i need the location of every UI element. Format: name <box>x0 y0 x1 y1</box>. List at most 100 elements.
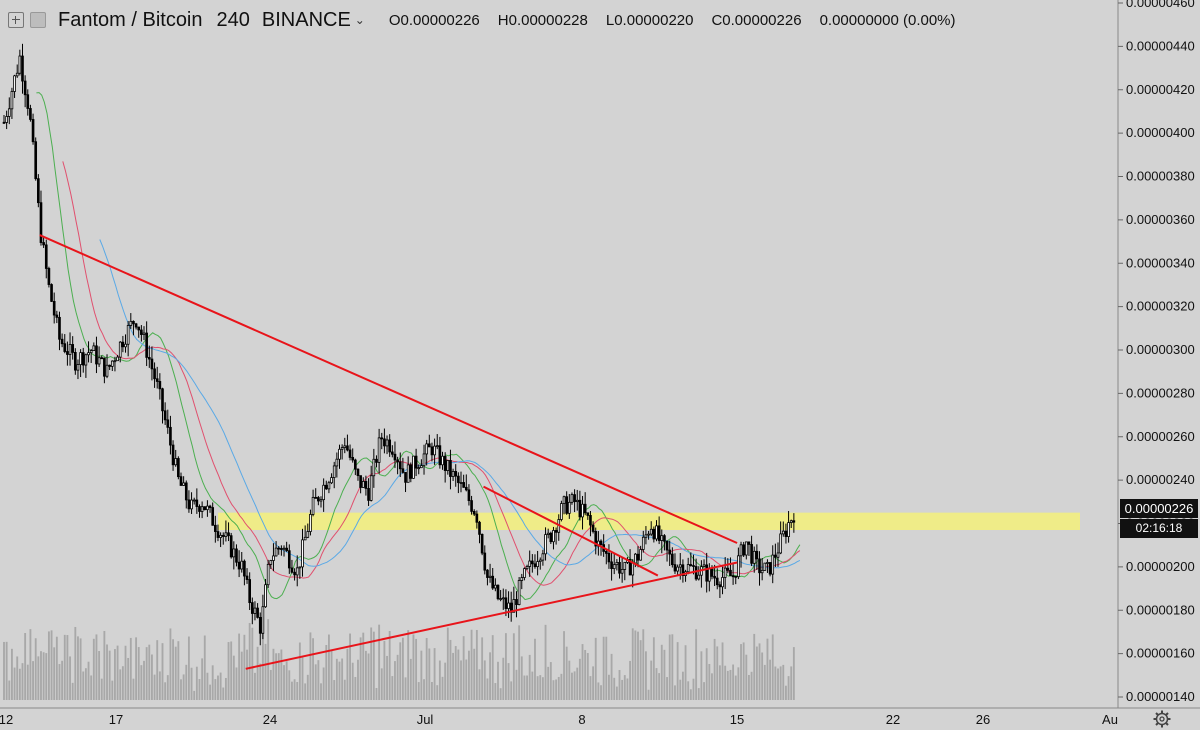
time-tick-label: 15 <box>730 712 744 727</box>
volume-bar <box>111 680 114 700</box>
candle-body <box>499 598 502 600</box>
candle-body <box>177 458 180 478</box>
volume-bar <box>737 667 740 700</box>
candle-body <box>731 575 735 578</box>
candle-body <box>501 597 505 600</box>
candle-body <box>68 344 72 355</box>
volume-bar <box>87 661 90 700</box>
candle-body <box>21 55 24 82</box>
candle-body <box>531 560 534 565</box>
candle-body <box>105 364 109 377</box>
chevron-down-icon[interactable]: ⌄ <box>354 13 365 27</box>
candle-body <box>649 528 653 535</box>
candle-body <box>755 550 759 560</box>
candle-body <box>235 548 238 563</box>
volume-bar <box>431 681 433 700</box>
candle-body <box>708 567 711 582</box>
volume-bar <box>494 683 497 700</box>
candle-body <box>739 544 743 557</box>
candle-body <box>332 465 336 478</box>
volume-bar <box>600 685 602 700</box>
candle-body <box>678 564 682 568</box>
candle-body <box>692 565 695 567</box>
volume-bar <box>174 646 177 700</box>
candle-body <box>132 320 135 325</box>
price-tick-label: 0.00000240 <box>1126 472 1195 487</box>
volume-bar <box>605 636 608 700</box>
volume-bar <box>108 650 111 700</box>
candlesticks <box>2 43 796 646</box>
volume-bar <box>787 676 790 700</box>
volume-bar <box>42 652 45 700</box>
candle-body <box>301 539 304 568</box>
candle-body <box>401 468 405 473</box>
volume-bar <box>792 647 795 700</box>
volume-bar <box>259 663 262 700</box>
candle-body <box>512 599 516 613</box>
candle-body <box>369 475 373 501</box>
volume-bar <box>53 647 56 700</box>
candle-body <box>327 482 331 490</box>
candle-body <box>412 455 415 479</box>
candle-body <box>438 445 442 466</box>
candle-body <box>771 554 775 575</box>
candle-body <box>269 560 273 565</box>
volume-bar <box>700 651 703 700</box>
timeframe[interactable]: 240 <box>216 8 250 31</box>
candle-body <box>179 476 183 486</box>
gear-icon[interactable] <box>1152 709 1172 729</box>
volume-bar <box>69 656 71 700</box>
symbol-name[interactable]: Fantom / Bitcoin <box>58 8 203 31</box>
volume-bar <box>5 641 8 700</box>
candle-body <box>538 559 542 562</box>
candle-body <box>338 448 341 460</box>
volume-bar <box>684 645 687 700</box>
volume-bar <box>560 673 563 700</box>
volume-bar <box>552 680 555 700</box>
volume-bar <box>26 664 29 700</box>
volume-bar <box>127 657 130 700</box>
candle-body <box>113 360 117 363</box>
candle-body <box>393 453 397 461</box>
volume-bar <box>37 656 40 700</box>
candle-body <box>591 524 595 532</box>
volume-bar <box>655 668 658 700</box>
candle-body <box>623 561 627 570</box>
volume-bar <box>642 629 645 700</box>
volume-bar <box>156 640 159 700</box>
price-tick-label: 0.00000400 <box>1126 125 1195 140</box>
volume-bar <box>631 628 634 700</box>
candle-body <box>129 320 133 326</box>
volume-bar <box>209 684 211 700</box>
candle-body <box>388 439 392 453</box>
volume-bar <box>145 647 148 700</box>
candle-body <box>274 547 278 557</box>
time-tick-label: 8 <box>578 712 585 727</box>
candle-body <box>546 532 550 535</box>
candle-body <box>42 242 45 246</box>
candle-body <box>145 332 148 358</box>
candle-body <box>697 574 701 580</box>
volume-bar <box>409 658 412 700</box>
price-tick-label: 0.00000300 <box>1126 342 1195 357</box>
candle-body <box>261 606 265 634</box>
candle-body <box>182 482 185 486</box>
crosshair-toggle-icon[interactable] <box>8 12 24 28</box>
candle-body <box>610 561 613 569</box>
candle-body <box>578 499 582 518</box>
chart-square-icon[interactable] <box>30 12 46 28</box>
volume-bar <box>224 677 227 700</box>
volume-bar <box>217 675 219 700</box>
candle-body <box>95 345 98 365</box>
volume-bar <box>518 625 521 700</box>
candle-body <box>330 477 333 484</box>
candle-body <box>475 513 479 523</box>
exchange-name[interactable]: BINANCE <box>261 8 351 31</box>
volume-bar <box>227 642 230 700</box>
volume-bar <box>745 654 748 700</box>
volume-bar <box>92 638 95 700</box>
volume-bar <box>248 622 251 700</box>
candle-body <box>221 534 225 537</box>
candle-body <box>18 55 22 74</box>
